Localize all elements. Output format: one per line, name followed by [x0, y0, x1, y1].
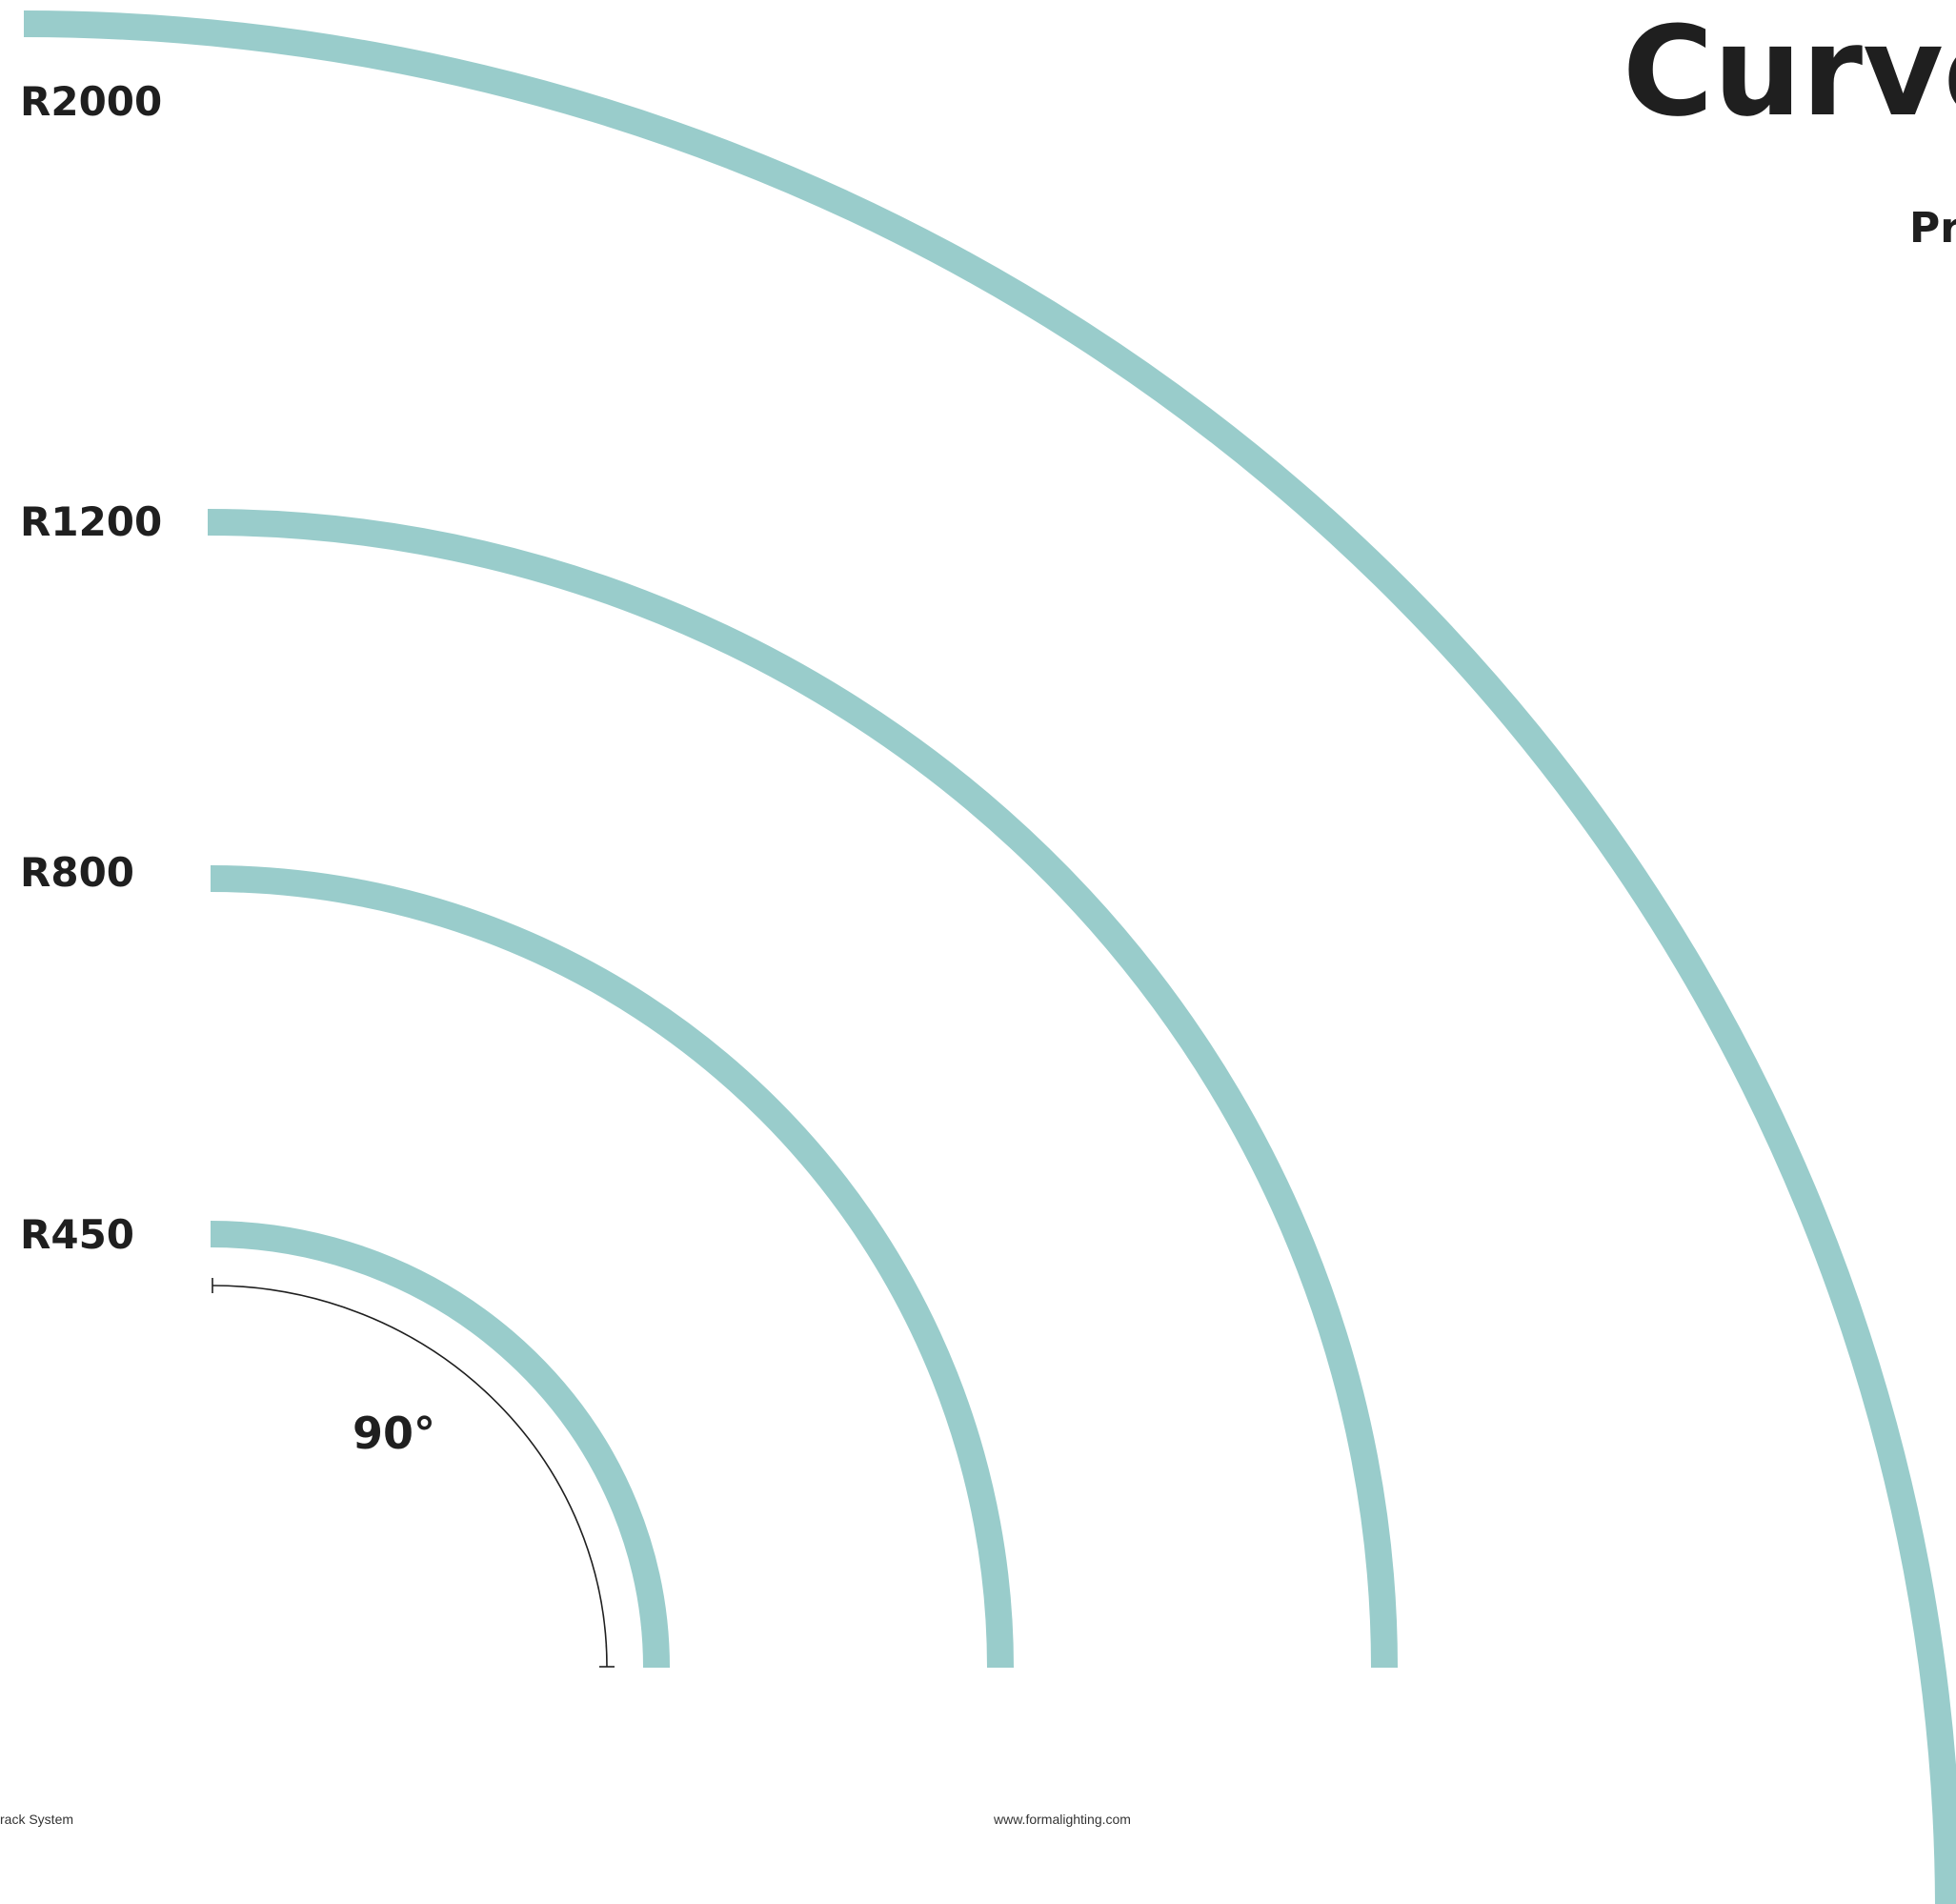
angle-dimension-arc — [212, 1285, 608, 1668]
arc-r2000 — [23, 10, 1956, 1904]
arc-r450 — [210, 1221, 670, 1669]
arc-r800 — [210, 865, 1014, 1669]
angle-label: 90° — [353, 1408, 435, 1459]
page-title: Curve — [1623, 0, 1956, 144]
label-r450: R450 — [20, 1211, 134, 1258]
footer-product-name: rack System — [0, 1812, 73, 1827]
label-r800: R800 — [20, 849, 134, 896]
arc-r1200 — [207, 509, 1398, 1669]
page-subtitle: Pr — [1909, 204, 1956, 253]
label-r2000: R2000 — [20, 78, 162, 125]
footer-website: www.formalighting.com — [993, 1812, 1131, 1827]
label-r1200: R1200 — [20, 498, 162, 545]
